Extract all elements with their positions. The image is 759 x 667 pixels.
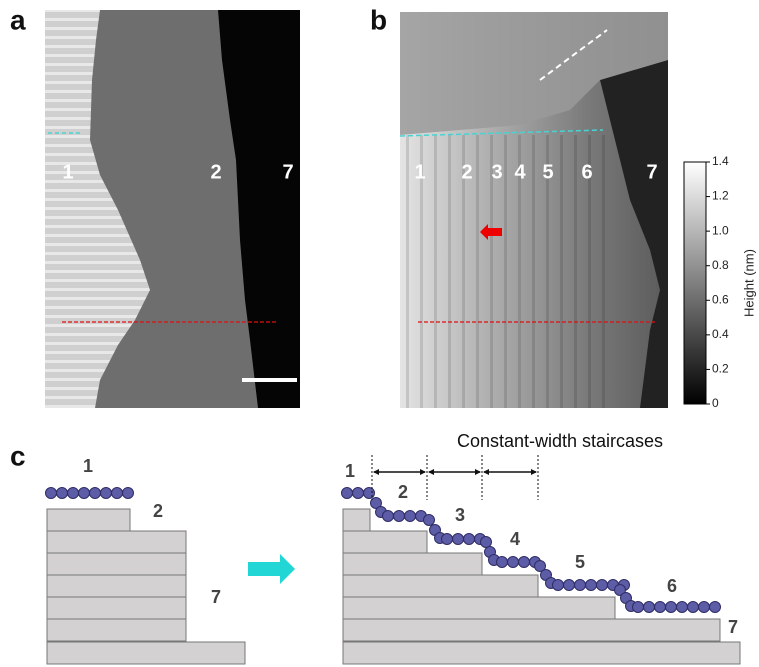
- layer-label: 1: [414, 161, 425, 183]
- molecule: [122, 487, 134, 499]
- molecule: [480, 536, 492, 548]
- panel-letter: b: [370, 4, 387, 35]
- layer-block: [46, 508, 131, 532]
- molecule: [100, 487, 112, 499]
- layer-label: 7: [211, 587, 221, 607]
- molecule: [463, 533, 475, 545]
- panel-letter: a: [10, 4, 26, 35]
- colorbar-tick-label: 1.2: [712, 189, 729, 203]
- dim-head: [531, 469, 537, 475]
- colorbar: [683, 161, 707, 405]
- layer-block: [342, 552, 483, 576]
- layer-label: 2: [398, 482, 408, 502]
- molecule: [423, 514, 435, 526]
- layer-label: 2: [153, 501, 163, 521]
- layer-block: [46, 618, 187, 642]
- molecule: [78, 487, 90, 499]
- molecule: [665, 601, 677, 613]
- layer-label: 3: [455, 505, 465, 525]
- colorbar-tick-label: 0.4: [712, 327, 729, 341]
- layer-block: [342, 508, 371, 532]
- layer-label: 1: [62, 161, 73, 183]
- molecule: [507, 556, 519, 568]
- dim-head: [373, 469, 379, 475]
- molecule: [111, 487, 123, 499]
- layer-block: [46, 530, 187, 554]
- layer-block: [46, 552, 187, 576]
- molecule: [441, 533, 453, 545]
- red-arrow: [480, 224, 502, 240]
- layer-label: 1: [83, 456, 93, 476]
- dim-head: [428, 469, 434, 475]
- colorbar-tick-label: 0.6: [712, 292, 729, 306]
- molecule: [698, 601, 710, 613]
- molecule: [341, 487, 353, 499]
- layer-block: [342, 530, 428, 554]
- layer-label: 5: [542, 161, 553, 183]
- layer-label: 2: [461, 161, 472, 183]
- molecule: [382, 510, 394, 522]
- molecule: [654, 601, 666, 613]
- molecule: [393, 510, 405, 522]
- stm-image-b: [399, 12, 668, 408]
- molecule: [552, 579, 564, 591]
- molecule: [363, 487, 375, 499]
- layer-block: [342, 574, 539, 598]
- molecule: [452, 533, 464, 545]
- colorbar-label: Height (nm): [741, 249, 756, 317]
- colorbar-tick-label: 0.2: [712, 362, 729, 376]
- molecule: [614, 584, 626, 596]
- molecule: [370, 497, 382, 509]
- layer-label: 6: [581, 161, 592, 183]
- layer-block: [46, 574, 187, 598]
- annotation: Constant-width staircases: [457, 431, 663, 451]
- molecule: [56, 487, 68, 499]
- molecule: [404, 510, 416, 522]
- molecule: [596, 579, 608, 591]
- molecule: [585, 579, 597, 591]
- molecule: [67, 487, 79, 499]
- molecule: [352, 487, 364, 499]
- layer-label: 4: [510, 529, 520, 549]
- colorbar-tick-label: 0.8: [712, 258, 729, 272]
- molecule: [643, 601, 655, 613]
- layer-label: 7: [728, 617, 738, 637]
- stm-image-a: [45, 10, 300, 408]
- molecule: [534, 560, 546, 572]
- layer-label: 5: [575, 552, 585, 572]
- molecule: [45, 487, 57, 499]
- layer-block: [46, 641, 246, 665]
- layer-label: 6: [667, 576, 677, 596]
- colorbar-tick-label: 1.4: [712, 154, 729, 168]
- schematic: 00.20.40.60.81.01.21.41 2 7 1 2 3 4 5 6 712712345…: [45, 154, 741, 665]
- molecule: [563, 579, 575, 591]
- molecule: [89, 487, 101, 499]
- dim-head: [483, 469, 489, 475]
- molecule: [676, 601, 688, 613]
- colorbar-tick-label: 0: [712, 396, 719, 410]
- molecule: [518, 556, 530, 568]
- molecule: [632, 601, 644, 613]
- layer-block: [342, 618, 721, 642]
- panel-letter: c: [10, 440, 26, 471]
- layer-label: 3: [491, 161, 502, 183]
- dim-head: [420, 469, 426, 475]
- molecule: [687, 601, 699, 613]
- layer-label: 1: [345, 461, 355, 481]
- molecule: [574, 579, 586, 591]
- colorbar-tick-label: 1.0: [712, 223, 729, 237]
- transition-arrow: [248, 554, 295, 584]
- layer-label: 7: [282, 161, 293, 183]
- layer-label: 4: [514, 161, 526, 183]
- layer-block: [46, 596, 187, 620]
- layer-block: [342, 596, 616, 620]
- dim-head: [475, 469, 481, 475]
- molecule: [709, 601, 721, 613]
- layer-block: [342, 641, 741, 665]
- molecule: [496, 556, 508, 568]
- layer-label: 2: [210, 161, 221, 183]
- layer-label: 7: [646, 161, 657, 183]
